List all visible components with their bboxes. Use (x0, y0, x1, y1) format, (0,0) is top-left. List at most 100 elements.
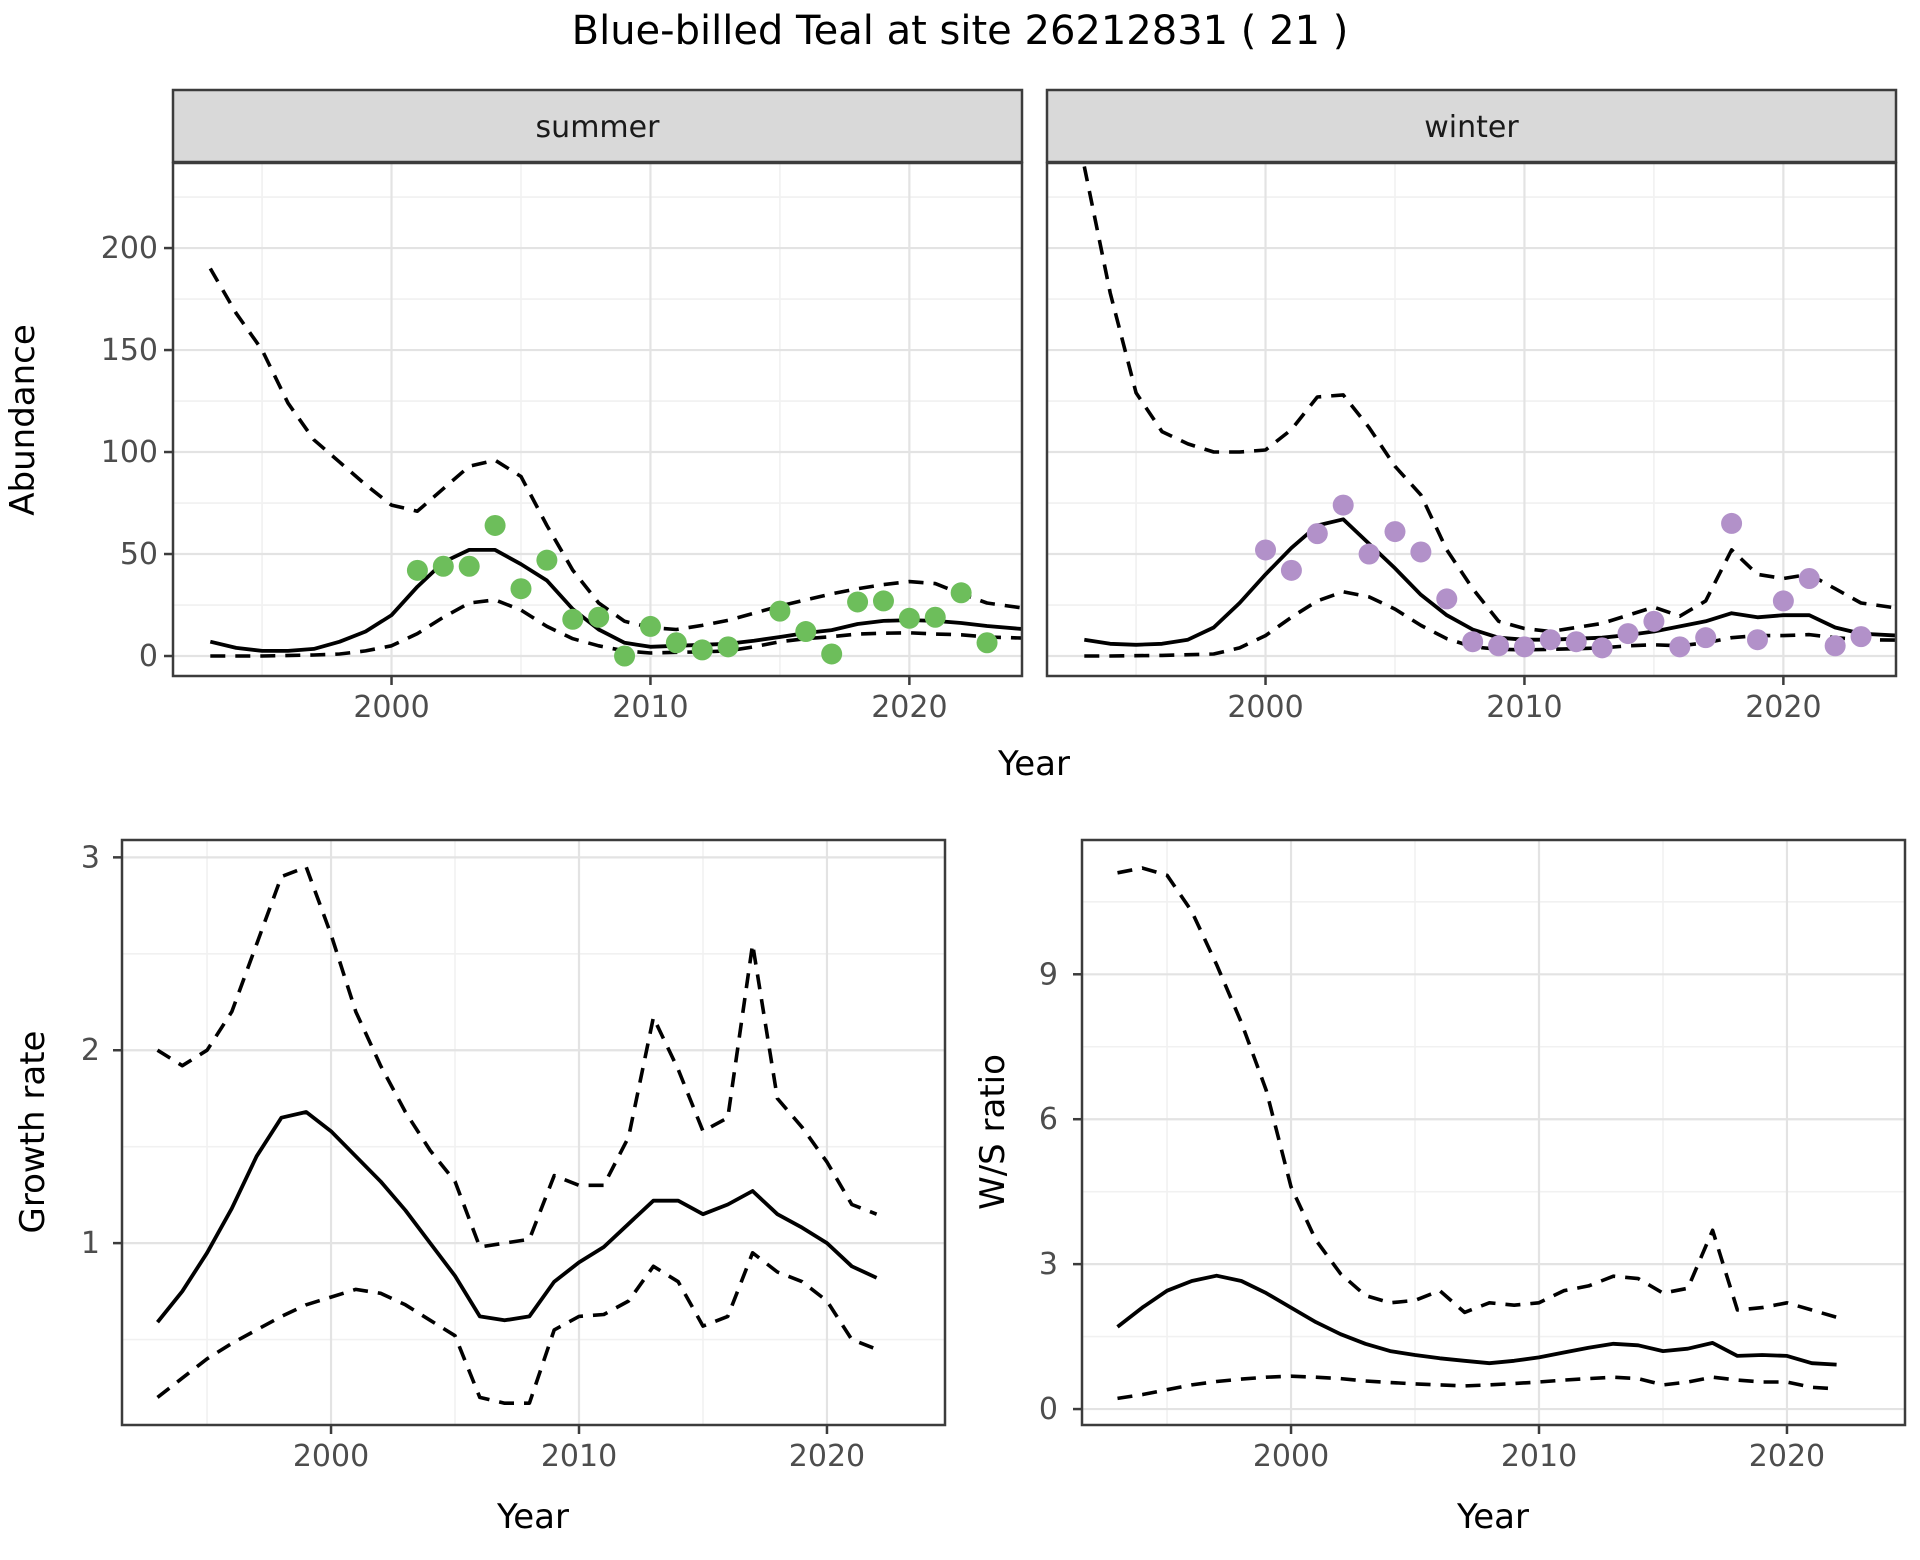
y-tick-label: 100 (101, 435, 158, 470)
abundance-winter-observation-point (1695, 627, 1717, 649)
bottom-left-year-axis-title: Year (496, 1497, 569, 1537)
abundance-winter-observation-point (1643, 610, 1665, 632)
abundance-summer-observation-point (847, 591, 869, 613)
panel-abundance-winter: 2000 2010 2020 winter (1045, 88, 1898, 725)
growth-rate-lower-ci-line (156, 1251, 878, 1405)
facet-strip-label: summer (536, 110, 661, 145)
series-layer (1116, 866, 1838, 1401)
abundance-winter-upper-ci-line (1082, 166, 1897, 634)
facet-strip-label: winter (1424, 110, 1519, 145)
abundance-summer-observation-point (510, 578, 532, 600)
y-tick-label: 1 (81, 1226, 100, 1261)
panel-border (1080, 838, 1907, 1427)
abundance-winter-observation-point (1617, 623, 1639, 645)
abundance-winter-observation-point (1436, 588, 1458, 610)
abundance-summer-observation-point (614, 645, 636, 667)
chart-title: Blue-billed Teal at site 26212831 ( 21 ) (571, 8, 1349, 54)
ws-ratio-upper-ci-line (1117, 866, 1838, 1320)
abundance-summer-observation-point (769, 600, 791, 622)
abundance-winter-observation-point (1410, 541, 1432, 563)
abundance-winter-observation-point (1850, 626, 1872, 648)
ws-ratio-axis-title: W/S ratio (973, 1054, 1013, 1210)
abundance-winter-observation-point (1332, 494, 1354, 516)
abundance-summer-observation-point (898, 607, 920, 629)
y-tick-label: 0 (139, 639, 158, 674)
y-tick-label: 0 (1039, 1392, 1058, 1427)
abundance-summer-observation-point (665, 632, 687, 654)
abundance-winter-observation-point (1513, 636, 1535, 658)
abundance-winter-observation-point (1280, 559, 1302, 581)
growth-rate-median-line (156, 1110, 878, 1324)
y-tick-label: 50 (120, 537, 158, 572)
abundance-summer-observation-point (795, 621, 817, 643)
ws-ratio-median-line (1116, 1273, 1837, 1367)
abundance-summer-observation-point (691, 639, 713, 661)
x-tick-label: 2020 (1745, 690, 1821, 725)
abundance-axis-title: Abundance (3, 324, 43, 516)
x-tick-label: 2010 (612, 690, 688, 725)
x-tick-label: 2000 (1227, 690, 1303, 725)
series-layer (208, 267, 1023, 667)
abundance-winter-observation-point (1488, 635, 1510, 657)
series-layer (1082, 166, 1897, 659)
abundance-summer-observation-point (458, 555, 480, 577)
abundance-summer-observation-point (562, 608, 584, 630)
y-tick-label: 3 (1039, 1247, 1058, 1282)
ws-ratio-lower-ci-line (1117, 1374, 1837, 1401)
series-layer (156, 865, 878, 1405)
abundance-summer-observation-point (588, 606, 610, 628)
abundance-winter-observation-point (1384, 521, 1406, 543)
growth-rate-upper-ci-line (156, 865, 878, 1249)
y-tick-label: 150 (101, 333, 158, 368)
x-tick-label: 2020 (789, 1439, 865, 1474)
top-year-axis-title: Year (997, 744, 1070, 784)
x-tick-label: 2020 (871, 690, 947, 725)
y-tick-label: 9 (1039, 957, 1058, 992)
growth-rate-axis-title: Growth rate (13, 1031, 53, 1234)
abundance-winter-observation-point (1746, 629, 1768, 651)
x-tick-label: 2000 (353, 690, 429, 725)
abundance-summer-observation-point (639, 615, 661, 637)
y-tick-label: 200 (101, 231, 158, 266)
abundance-summer-observation-point (950, 582, 972, 604)
abundance-summer-observation-point (432, 555, 454, 577)
abundance-winter-observation-point (1669, 636, 1691, 658)
y-tick-label: 3 (81, 840, 100, 875)
x-tick-label: 2010 (541, 1439, 617, 1474)
panel-border (120, 838, 947, 1427)
panel-ws-ratio: 2000 2010 2020 0 3 6 9 (1039, 838, 1907, 1474)
x-tick-label: 2010 (1501, 1439, 1577, 1474)
x-tick-label: 2000 (1253, 1439, 1329, 1474)
abundance-winter-observation-point (1721, 512, 1743, 534)
abundance-winter-observation-point (1772, 590, 1794, 612)
abundance-winter-observation-point (1255, 539, 1277, 561)
abundance-winter-observation-point (1358, 543, 1380, 565)
x-tick-label: 2010 (1486, 690, 1562, 725)
abundance-summer-observation-point (872, 590, 894, 612)
abundance-summer-observation-point (406, 559, 428, 581)
abundance-summer-median-line (209, 548, 1023, 653)
abundance-summer-observation-point (717, 636, 739, 658)
y-tick-label: 2 (81, 1033, 100, 1068)
abundance-winter-observation-point (1462, 631, 1484, 653)
abundance-winter-observation-point (1565, 631, 1587, 653)
abundance-winter-observation-point (1824, 635, 1846, 657)
abundance-summer-observation-point (536, 549, 558, 571)
panel-background (1047, 163, 1896, 676)
abundance-winter-observation-point (1306, 523, 1328, 545)
facet-strip (1045, 88, 1898, 164)
bottom-right-year-axis-title: Year (1456, 1497, 1529, 1537)
abundance-summer-observation-point (976, 632, 998, 654)
facet-strip (171, 88, 1024, 164)
x-tick-label: 2000 (293, 1439, 369, 1474)
panel-growth-rate: 2000 2010 2020 1 2 3 (81, 838, 947, 1474)
abundance-summer-observation-point (821, 643, 843, 665)
panel-abundance-summer: 2000 2010 2020 0 50 100 150 200 summer (101, 88, 1024, 725)
abundance-summer-observation-point (484, 514, 506, 536)
abundance-winter-observation-point (1539, 629, 1561, 651)
abundance-summer-lower-ci-line (210, 598, 1023, 658)
x-tick-label: 2020 (1749, 1439, 1825, 1474)
y-tick-label: 6 (1039, 1102, 1058, 1137)
